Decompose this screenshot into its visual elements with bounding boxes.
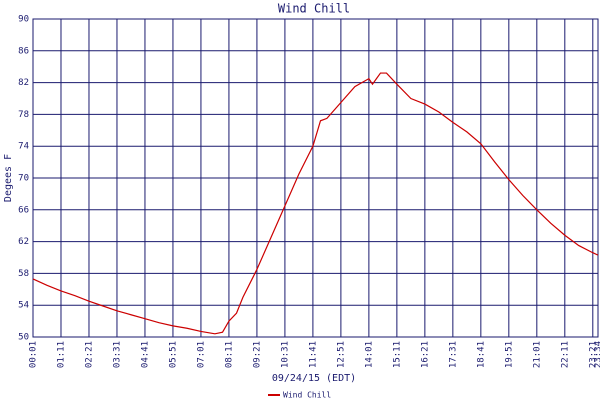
y-tick-label: 54 bbox=[18, 301, 29, 311]
y-tick-label: 70 bbox=[18, 174, 29, 184]
x-tick-label: 14:01 bbox=[364, 341, 374, 368]
line-series bbox=[32, 72, 599, 335]
x-tick-label: 16:21 bbox=[420, 341, 430, 368]
x-tick-label: 18:41 bbox=[476, 341, 486, 368]
x-tick-label: 15:11 bbox=[392, 341, 402, 368]
x-tick-label: 09:21 bbox=[252, 341, 262, 368]
plot-border bbox=[32, 18, 599, 338]
x-tick-label: 12:51 bbox=[336, 341, 346, 368]
x-tick-label: 23:34 bbox=[594, 341, 600, 368]
y-tick-label: 58 bbox=[18, 269, 29, 279]
y-axis-title: Degees F bbox=[3, 154, 14, 202]
y-tick-label: 86 bbox=[18, 46, 29, 56]
x-tick-label: 00:01 bbox=[29, 341, 39, 368]
y-tick-label: 66 bbox=[18, 205, 29, 215]
x-tick-label: 01:11 bbox=[56, 341, 66, 368]
x-tick-label: 21:01 bbox=[532, 341, 542, 368]
x-tick-label: 22:11 bbox=[560, 341, 570, 368]
y-tick-label: 50 bbox=[18, 333, 29, 343]
x-tick-label: 03:31 bbox=[112, 341, 122, 368]
y-tick-label: 74 bbox=[18, 142, 29, 152]
x-tick-label: 08:11 bbox=[224, 341, 234, 368]
x-tick-label: 02:21 bbox=[84, 341, 94, 368]
y-tick-label: 82 bbox=[18, 78, 29, 88]
y-tick-label: 62 bbox=[18, 237, 29, 247]
x-tick-label: 07:01 bbox=[196, 341, 206, 368]
x-tick-label: 19:51 bbox=[504, 341, 514, 368]
x-tick-label: 04:41 bbox=[140, 341, 150, 368]
x-tick-label: 05:51 bbox=[168, 341, 178, 368]
x-axis-title: 09/24/15 (EDT) bbox=[272, 373, 356, 384]
x-tick-label: 11:41 bbox=[308, 341, 318, 368]
y-tick-label: 78 bbox=[18, 110, 29, 120]
x-tick-label: 17:31 bbox=[448, 341, 458, 368]
legend-label: Wind Chill bbox=[283, 391, 331, 400]
chart-title: Wind Chill bbox=[278, 2, 350, 16]
x-tick-label: 23:21 bbox=[588, 341, 598, 368]
x-tick-label: 10:31 bbox=[280, 341, 290, 368]
y-tick-label: 90 bbox=[18, 15, 29, 25]
